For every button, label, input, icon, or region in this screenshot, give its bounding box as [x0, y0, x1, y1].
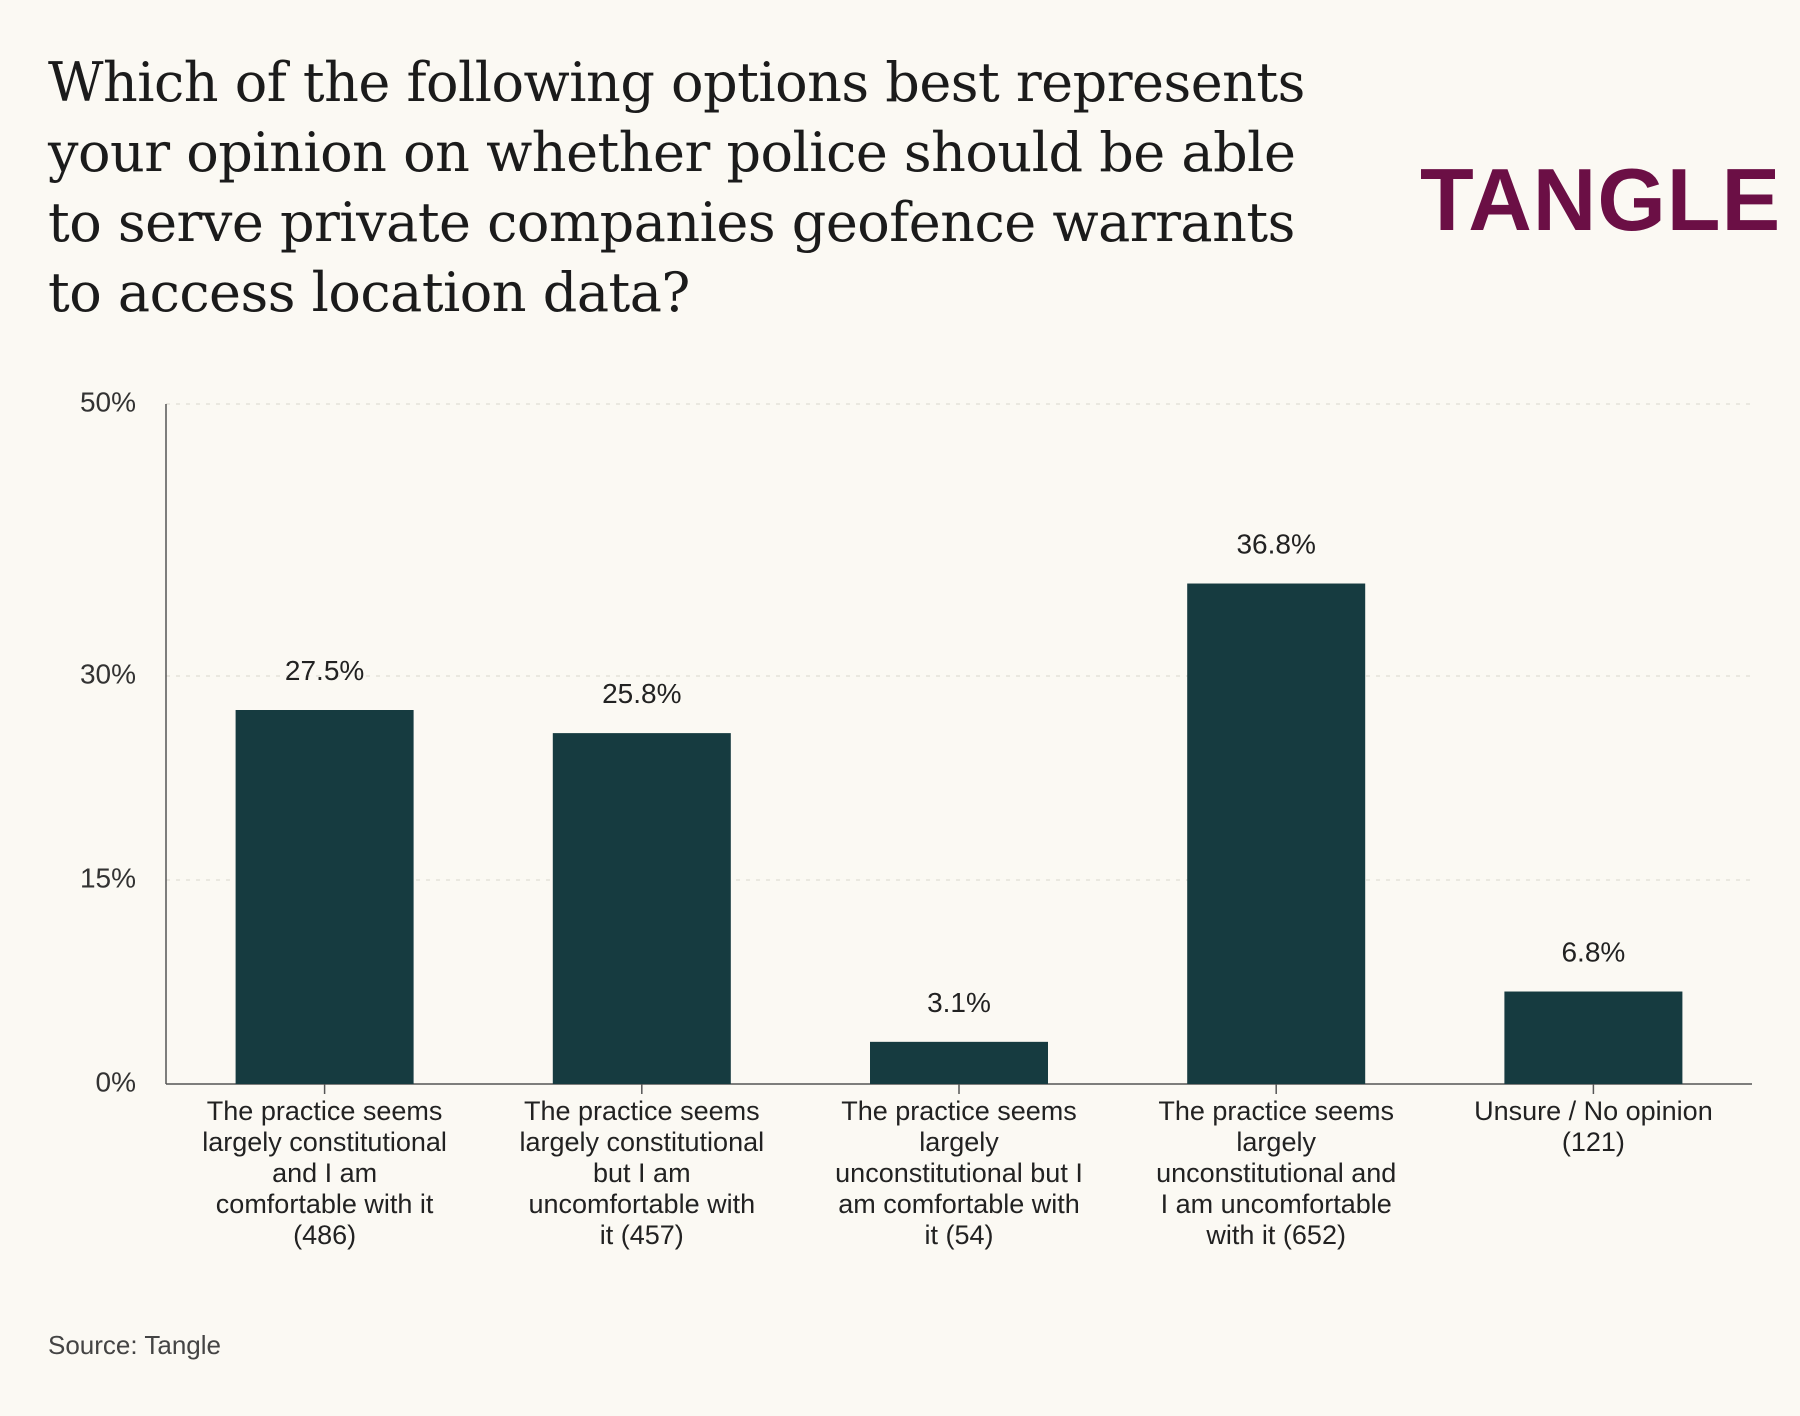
y-tick-label: 30%: [80, 658, 136, 689]
data-label: 25.8%: [602, 678, 681, 709]
bar: [1504, 991, 1683, 1084]
data-label: 6.8%: [1561, 937, 1625, 968]
chart-title: Which of the following options best repr…: [48, 51, 1305, 324]
data-label: 3.1%: [927, 987, 991, 1018]
bar: [870, 1041, 1048, 1084]
x-tick-label: The practice seems largely unconstitutiona…: [835, 1096, 1083, 1250]
y-tick-label: 50%: [80, 386, 136, 417]
x-tick-label: The practice seems largely constitutional…: [202, 1096, 447, 1250]
bar: [1187, 583, 1366, 1084]
y-tick-label: 15%: [80, 862, 136, 893]
tangle-logo: TANGLE: [1420, 150, 1782, 249]
x-tick-label: The practice seems largely constitutional…: [519, 1096, 764, 1250]
y-tick-label: 0%: [96, 1066, 136, 1097]
source-note: Source: Tangle: [48, 1330, 221, 1360]
bar: [235, 710, 414, 1084]
bar: [552, 733, 731, 1084]
x-tick-label: Unsure / No opinion (121): [1474, 1096, 1713, 1157]
data-label: 36.8%: [1236, 529, 1315, 560]
x-tick-label: The practice seems largely unconstitutiona…: [1156, 1096, 1396, 1250]
data-label: 27.5%: [285, 655, 364, 686]
